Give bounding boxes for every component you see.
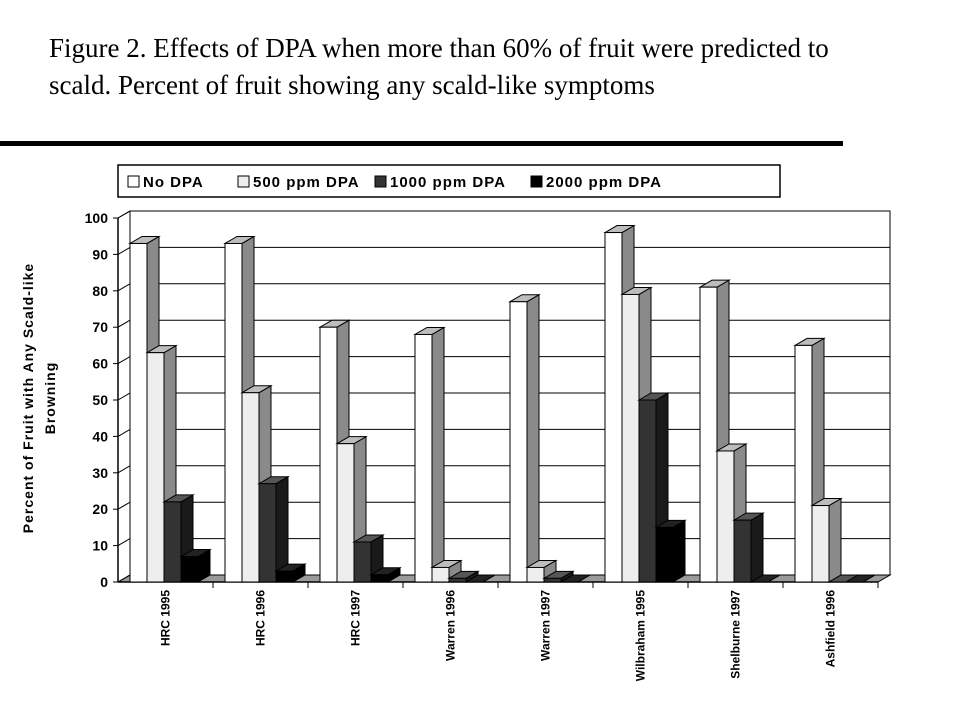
legend-swatch	[127, 175, 140, 188]
x-tick-label: HRC 1997	[349, 590, 363, 646]
legend: No DPA 500 ppm DPA 1000 ppm DPA 2000 ppm DP…	[117, 164, 781, 198]
x-tick-label: HRC 1995	[159, 590, 173, 646]
bar-front	[163, 501, 182, 583]
gridline-side	[117, 538, 131, 547]
bar-front	[336, 443, 355, 583]
bar-front	[353, 541, 372, 583]
bar-front	[448, 577, 467, 583]
x-tick-label: Ashfield 1996	[824, 590, 838, 668]
legend-label: 500 ppm DPA	[253, 174, 360, 191]
legend-swatch	[237, 175, 250, 188]
bar	[257, 475, 290, 583]
x-tick-label: Wilbraham 1995	[634, 590, 648, 682]
bar-top	[559, 574, 592, 583]
y-axis-label-line: Percent of Fruit with Any Scald-like	[20, 263, 36, 533]
bar-side	[672, 519, 686, 583]
y-tick-label: 80	[92, 283, 108, 299]
y-tick-labels: 0 10 20 30 40 50 60 70 80 90 100	[85, 210, 118, 590]
bar-front	[526, 566, 545, 583]
gridline-side	[117, 574, 131, 583]
bar	[274, 563, 307, 583]
bar	[508, 293, 541, 583]
y-tick-label: 90	[92, 246, 108, 262]
gridline-side	[117, 356, 131, 365]
bars	[128, 224, 877, 583]
bar	[844, 574, 877, 583]
bar-front	[258, 483, 277, 583]
y-tick-label: 0	[100, 574, 108, 590]
y-tick-label: 50	[92, 392, 108, 408]
x-tick-label: Shelburne 1997	[729, 590, 743, 679]
gridline-side	[117, 319, 131, 328]
bar	[559, 574, 592, 583]
y-tick-label: 20	[92, 501, 108, 517]
bar-front	[509, 301, 528, 583]
bar-front	[146, 352, 165, 583]
gridline-side	[117, 465, 131, 474]
bar	[732, 512, 765, 583]
bar	[413, 326, 446, 583]
legend-swatch	[530, 175, 543, 188]
x-tick-labels: HRC 1995 HRC 1996 HRC 1997 Warren 1996 Warre…	[159, 582, 879, 681]
legend-box	[117, 164, 781, 198]
bar	[369, 566, 402, 583]
gridline-side	[117, 283, 131, 292]
bar-front	[370, 574, 389, 583]
y-tick-label: 10	[92, 538, 108, 554]
bar	[542, 570, 575, 583]
bar-front	[716, 450, 735, 583]
bar-side	[750, 512, 764, 583]
y-axis-depth	[117, 210, 131, 219]
bar-top	[464, 574, 497, 583]
caption-rule	[0, 141, 843, 146]
bar-front	[794, 344, 813, 583]
bar-front	[319, 326, 338, 583]
bar-front	[224, 242, 243, 583]
bar-side	[526, 293, 540, 583]
y-tick-label: 40	[92, 428, 108, 444]
x-tick-label: Warren 1996	[444, 590, 458, 661]
bar-top	[844, 574, 877, 583]
legend-swatch	[374, 175, 387, 188]
bar	[464, 574, 497, 583]
x-tick-label: HRC 1996	[254, 590, 268, 646]
bar-front	[655, 526, 674, 583]
bar-front	[733, 519, 752, 583]
bar-front	[621, 293, 640, 583]
bar-front	[180, 556, 199, 583]
bar-front	[241, 392, 260, 583]
legend-label: 1000 ppm DPA	[390, 174, 506, 191]
bar-front	[129, 242, 148, 583]
bar	[749, 574, 782, 583]
bar-front	[699, 286, 718, 583]
bar-side	[828, 497, 842, 583]
bar-front	[638, 399, 657, 583]
bar	[810, 497, 843, 583]
legend-label: 2000 ppm DPA	[546, 174, 662, 191]
bar-side	[431, 326, 445, 583]
gridline-side	[117, 428, 131, 437]
bar-front	[604, 232, 623, 583]
y-tick-label: 30	[92, 465, 108, 481]
y-axis-label: Percent of Fruit with Any Scald-like Brow…	[20, 263, 58, 533]
figure-caption: Figure 2. Effects of DPA when more than …	[49, 33, 829, 100]
bar-front	[811, 505, 830, 583]
x-tick-label: Warren 1997	[539, 590, 553, 661]
gridline-side	[117, 246, 131, 255]
bar-front	[543, 577, 562, 583]
bar-front	[414, 333, 433, 583]
gridline-side	[117, 501, 131, 510]
bar-top	[749, 574, 782, 583]
bar	[179, 548, 212, 583]
y-tick-label: 60	[92, 356, 108, 372]
legend-label: No DPA	[143, 174, 204, 191]
y-tick-label: 70	[92, 319, 108, 335]
y-axis-label-line: Browning	[42, 362, 58, 435]
bar-front	[431, 566, 450, 583]
bar	[654, 519, 687, 583]
gridline-side	[117, 392, 131, 401]
bar-front	[275, 570, 294, 583]
y-tick-label: 100	[85, 210, 109, 226]
